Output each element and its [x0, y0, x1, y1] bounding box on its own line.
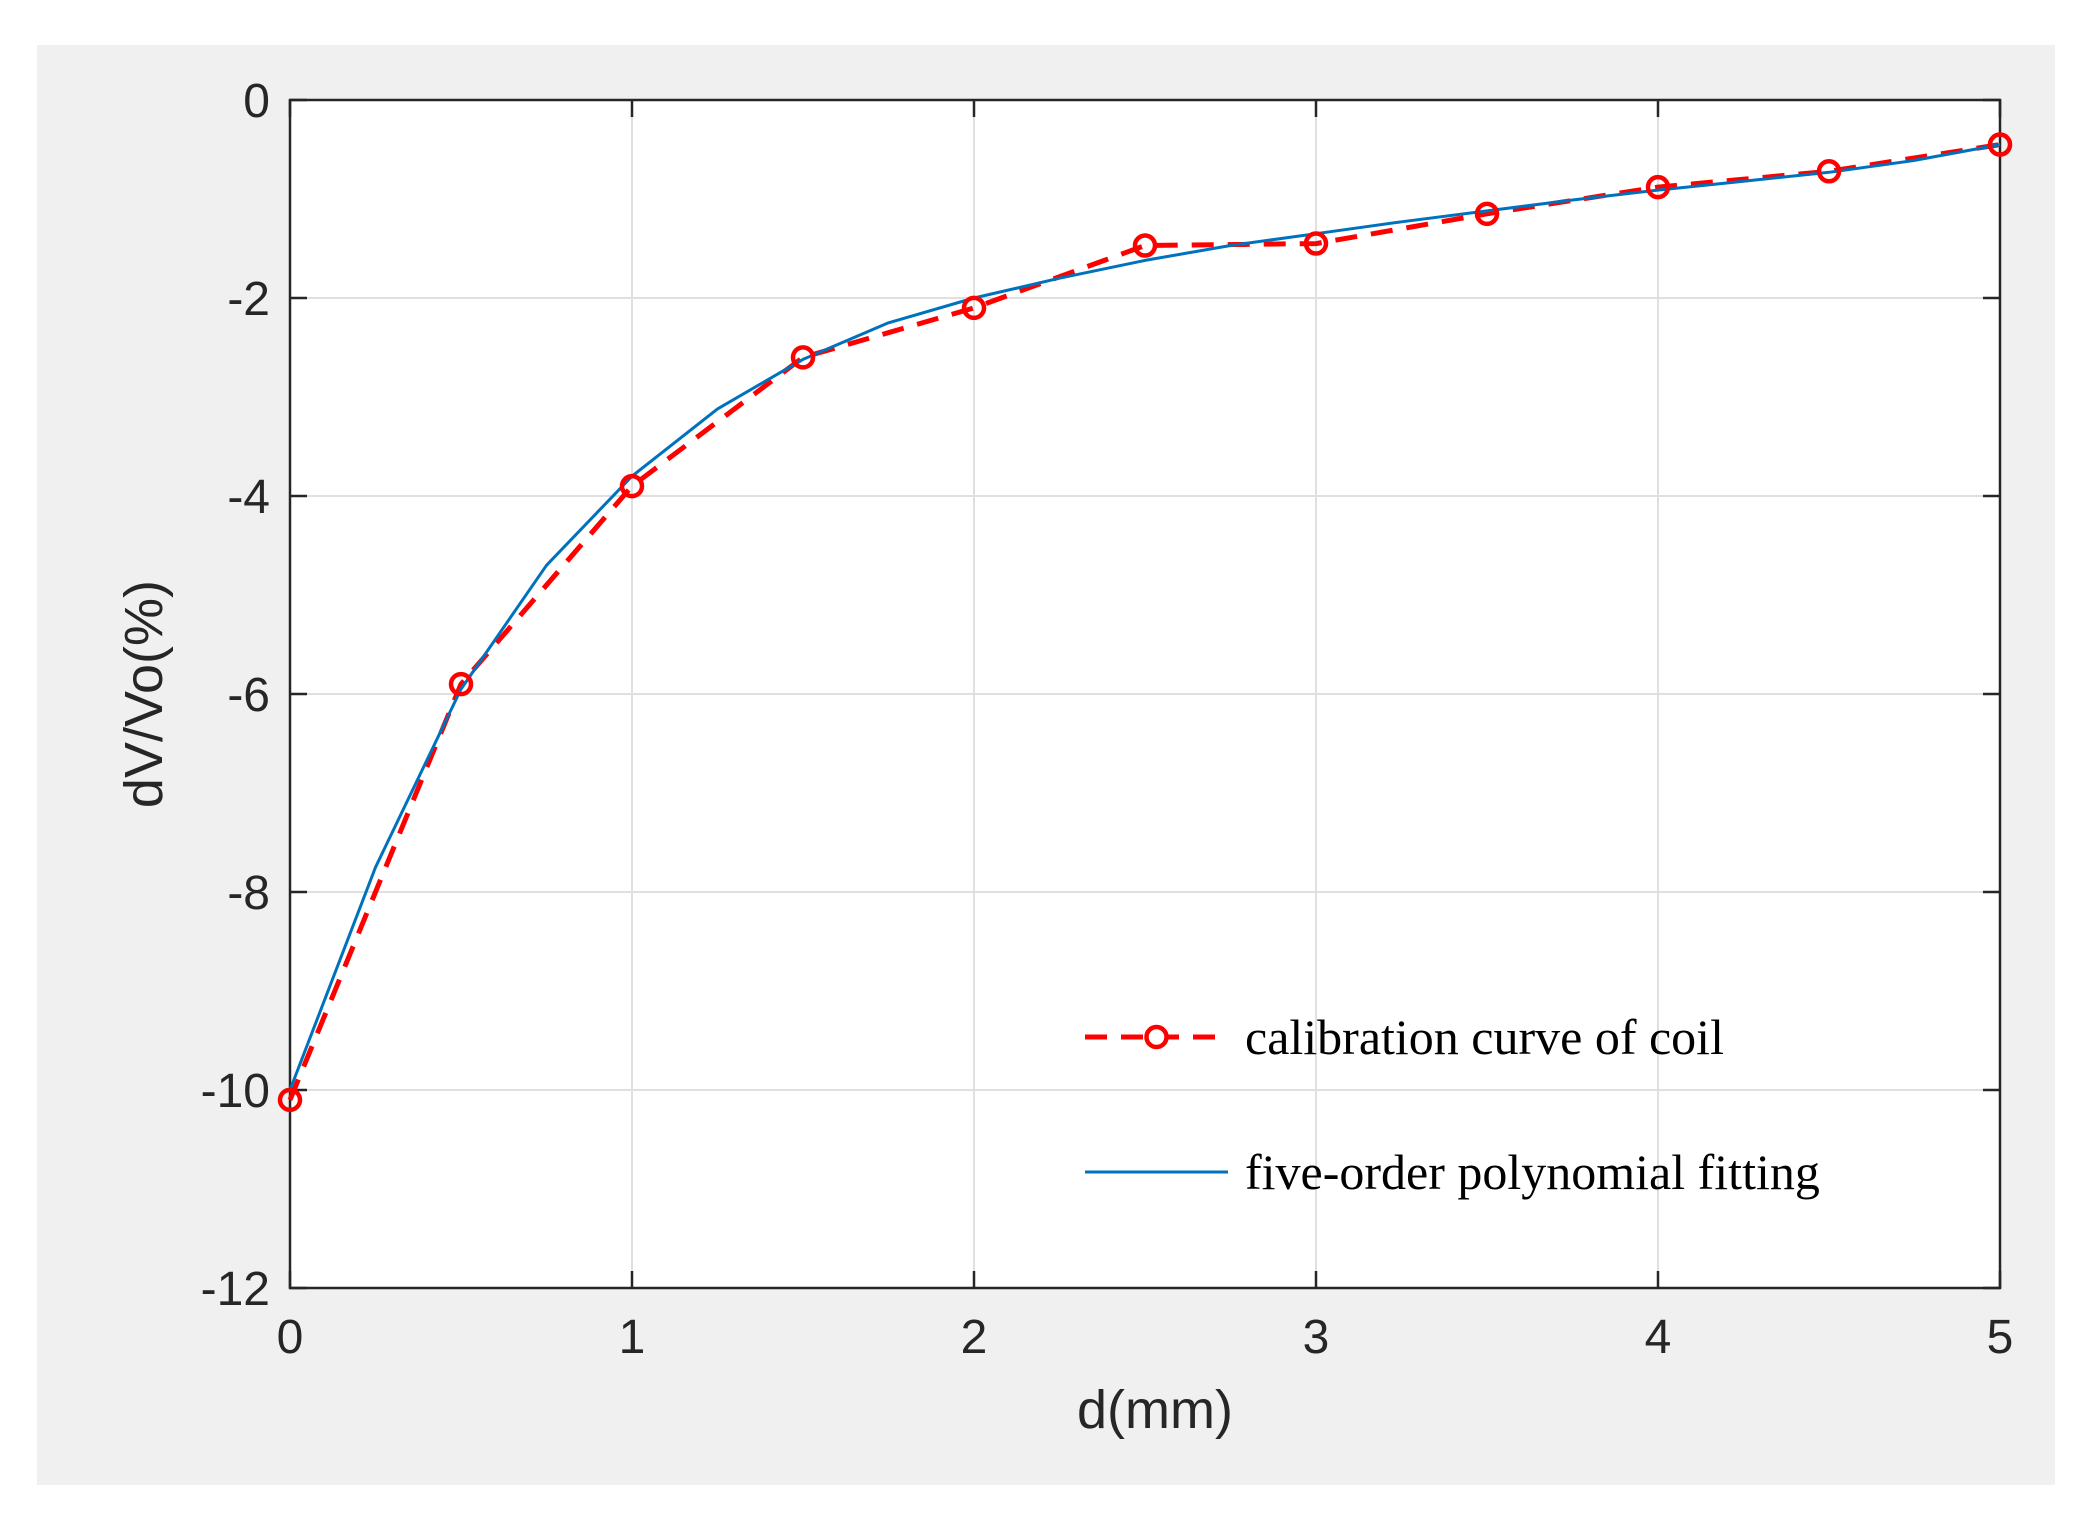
series-line-calibration	[287, 142, 2001, 1101]
axes: 0 1 2 3 4 5 0 -2 -4 -6 -8 -10 -12 d(mm) dV/Vo(%)	[114, 75, 2013, 1440]
legend-item-calibration: calibration curve of coil	[1085, 1009, 1724, 1065]
x-tick-label: 2	[961, 1311, 988, 1364]
calibration-data-point	[790, 345, 816, 370]
x-tick-label: 5	[1987, 1311, 2014, 1364]
legend: calibration curve of coil five-order poly…	[1085, 1009, 1820, 1200]
y-tick-label: -2	[227, 273, 270, 326]
series-layer	[277, 132, 2013, 1113]
y-axis-label: dV/Vo(%)	[114, 580, 174, 808]
calibration-data-point	[961, 295, 987, 321]
legend-marker-calibration	[1144, 1024, 1169, 1050]
calibration-data-point	[448, 671, 474, 697]
x-tick-label: 3	[1303, 1311, 1330, 1364]
y-tick-label: -4	[227, 471, 270, 524]
x-axis-label: d(mm)	[1077, 1380, 1233, 1440]
x-tick-label: 4	[1645, 1311, 1672, 1364]
x-tick-label: 0	[277, 1311, 304, 1364]
y-tick-label: -10	[201, 1065, 270, 1118]
legend-item-polynomial-fit: five-order polynomial fitting	[1085, 1144, 1820, 1200]
legend-label: calibration curve of coil	[1245, 1009, 1724, 1065]
x-tick-label: 1	[619, 1311, 646, 1364]
calibration-data-point	[1303, 231, 1329, 256]
calibration-data-point	[1132, 233, 1158, 258]
calibration-data-point	[1645, 174, 1671, 200]
calibration-data-point	[1987, 132, 2013, 157]
calibration-data-point	[1816, 159, 1842, 184]
y-tick-label: 0	[243, 75, 270, 128]
grid-lines	[290, 100, 2000, 1288]
y-tick-label: -12	[201, 1263, 270, 1316]
y-tick-label: -8	[227, 867, 270, 920]
calibration-data-point	[1474, 201, 1500, 227]
y-tick-label: -6	[227, 669, 270, 722]
legend-label: five-order polynomial fitting	[1245, 1144, 1820, 1200]
calibration-data-point	[277, 1087, 303, 1113]
series-line-polynomial-fit	[288, 143, 2001, 1091]
calibration-data-point	[619, 473, 645, 499]
